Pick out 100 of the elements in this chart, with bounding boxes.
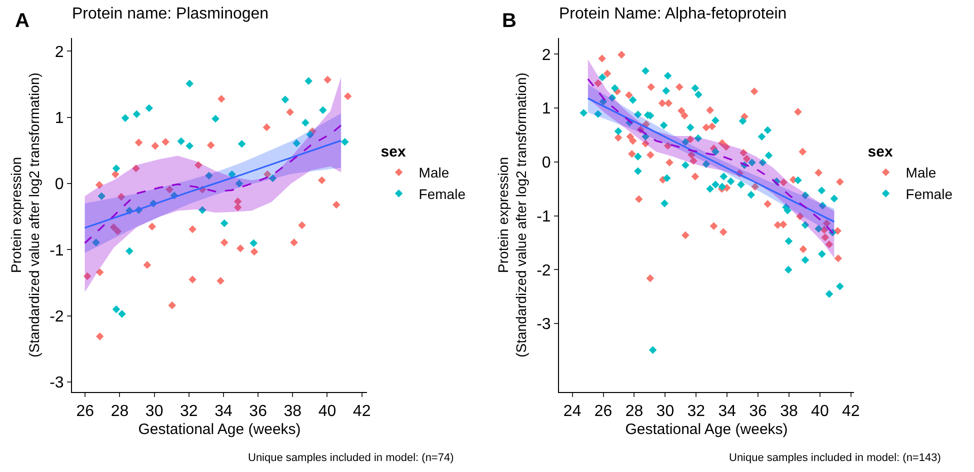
point [306,130,314,139]
point [186,142,194,150]
y-tick-label: 2 [54,44,64,61]
point [268,174,277,182]
y-tick-label: -2 [536,262,551,280]
point [112,170,120,178]
x-tick-label: 26 [594,403,612,420]
point [236,244,244,252]
chart-title: Protein Name: Alpha-fetoprotein [559,5,787,22]
y-tick-label: 0 [54,176,64,194]
point [168,301,176,310]
y-tick-label: -3 [536,316,551,334]
point [212,114,220,123]
point [205,172,213,180]
y-tick-label: 1 [54,110,64,127]
point [290,238,298,246]
point [145,104,154,112]
point [112,164,120,172]
point [264,170,272,178]
text: A [15,10,30,32]
point [162,138,170,146]
point [281,96,290,104]
point [220,238,228,246]
point [96,332,104,340]
point [92,238,100,246]
point [95,180,104,189]
point [302,118,310,127]
legend-label: Female [906,186,953,202]
point [177,137,186,146]
point [118,310,126,318]
x-tick-label: 36 [749,403,768,420]
line-series [587,98,835,223]
point [112,305,120,314]
point [143,261,152,269]
y-tick-label: -3 [50,374,64,392]
point [96,268,104,276]
x-tick-label: 32 [687,403,706,420]
x-tick-label: 38 [284,403,302,420]
x-tick-label: 28 [625,403,644,420]
point [220,219,228,228]
x-tick-label: 42 [352,403,371,420]
y-tick-label: 2 [542,46,551,64]
point [114,227,122,236]
x-tick-label: 38 [780,403,798,420]
point [151,142,160,150]
x-tick-label: 42 [842,403,860,420]
legend-label: Female [418,186,466,202]
point [83,272,92,280]
x-tick-label: 26 [76,403,94,420]
legend-label: Male [906,164,936,181]
point [286,108,294,116]
x-axis-title: Gestational Age (weeks) [625,421,788,438]
point [110,223,118,232]
point [206,141,215,150]
y-axis-title: Protein expression (Standardized value after log2 transformation) [494,72,530,358]
point [121,114,130,122]
y-tick-label: 0 [542,154,551,172]
x-tick-label: 30 [145,403,164,420]
point [304,77,312,85]
point [292,139,301,148]
text: Unique samples included in model: (n=74) [248,452,454,464]
y-tick-label: -1 [536,208,551,226]
point [148,222,156,230]
point [186,80,194,88]
point [218,94,226,103]
point [194,161,202,169]
y-tick-label: -2 [50,308,64,326]
x-tick-label: 24 [563,403,582,420]
legend-title: sex [380,144,406,161]
y-tick-label: -1 [50,242,64,260]
text: B [502,10,516,32]
x-tick-label: 32 [180,403,198,420]
chart-title: Protein name: Plasminogen [72,5,269,22]
point [340,138,349,146]
point [117,192,126,201]
point [132,110,141,118]
point [344,92,352,100]
x-tick-label: 28 [110,403,129,420]
point [166,186,174,194]
point [262,123,271,132]
line-series [84,124,342,244]
point [234,198,242,206]
x-tick-label: 36 [249,403,268,420]
point [332,200,340,209]
legend-title: sex [868,144,894,161]
point [318,176,326,184]
point [319,106,327,114]
point [198,206,206,214]
point [132,164,140,172]
point [126,247,134,255]
point [298,221,306,230]
point [216,276,224,285]
point [250,248,258,256]
point [134,138,143,146]
legend-label: Male [418,164,450,181]
y-tick-label: 1 [542,100,551,118]
x-tick-label: 30 [656,403,674,420]
point [228,170,236,178]
point [238,140,246,148]
point [235,180,244,188]
